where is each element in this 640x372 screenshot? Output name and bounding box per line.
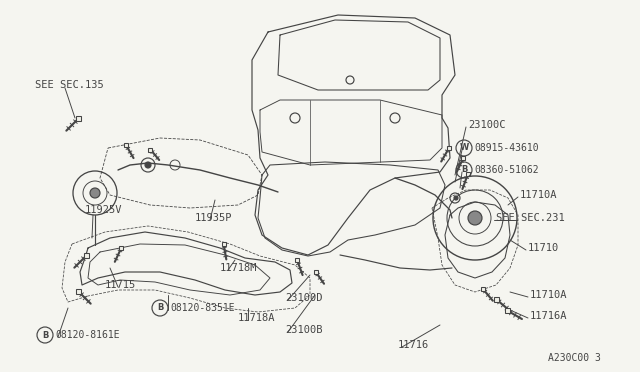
FancyBboxPatch shape (466, 172, 470, 176)
Text: SEE SEC.135: SEE SEC.135 (35, 80, 104, 90)
Circle shape (145, 162, 151, 168)
FancyBboxPatch shape (120, 246, 124, 250)
Text: SEE SEC.231: SEE SEC.231 (496, 213, 564, 223)
FancyBboxPatch shape (481, 287, 484, 291)
FancyBboxPatch shape (124, 143, 128, 147)
Circle shape (454, 196, 458, 200)
FancyBboxPatch shape (461, 156, 465, 160)
Text: 11710A: 11710A (530, 290, 568, 300)
FancyBboxPatch shape (295, 258, 299, 262)
Circle shape (90, 188, 100, 198)
Text: B: B (42, 330, 48, 340)
FancyBboxPatch shape (494, 297, 499, 302)
Text: 08120-8351E: 08120-8351E (170, 303, 235, 313)
Text: 11716A: 11716A (530, 311, 568, 321)
Text: B: B (157, 304, 163, 312)
FancyBboxPatch shape (505, 308, 510, 313)
Text: 11925V: 11925V (85, 205, 122, 215)
Text: A230C00 3: A230C00 3 (548, 353, 601, 363)
Text: 11710: 11710 (528, 243, 559, 253)
FancyBboxPatch shape (148, 148, 152, 151)
Text: 08915-43610: 08915-43610 (474, 143, 539, 153)
FancyBboxPatch shape (221, 242, 225, 246)
FancyBboxPatch shape (314, 270, 317, 274)
FancyBboxPatch shape (84, 253, 88, 258)
Text: 23100B: 23100B (285, 325, 323, 335)
Text: 08360-51062: 08360-51062 (474, 165, 539, 175)
Text: 08120-8161E: 08120-8161E (55, 330, 120, 340)
Text: 23100C: 23100C (468, 120, 506, 130)
FancyBboxPatch shape (447, 146, 451, 150)
Text: 11718M: 11718M (220, 263, 257, 273)
Text: 11716: 11716 (398, 340, 429, 350)
Text: 11718A: 11718A (238, 313, 275, 323)
FancyBboxPatch shape (76, 289, 81, 294)
Text: 23100D: 23100D (285, 293, 323, 303)
Circle shape (468, 211, 482, 225)
Text: W: W (460, 144, 468, 153)
Text: 11935P: 11935P (195, 213, 232, 223)
Text: B: B (461, 166, 467, 174)
Text: 11710A: 11710A (520, 190, 557, 200)
FancyBboxPatch shape (76, 116, 81, 121)
Text: 11715: 11715 (105, 280, 136, 290)
